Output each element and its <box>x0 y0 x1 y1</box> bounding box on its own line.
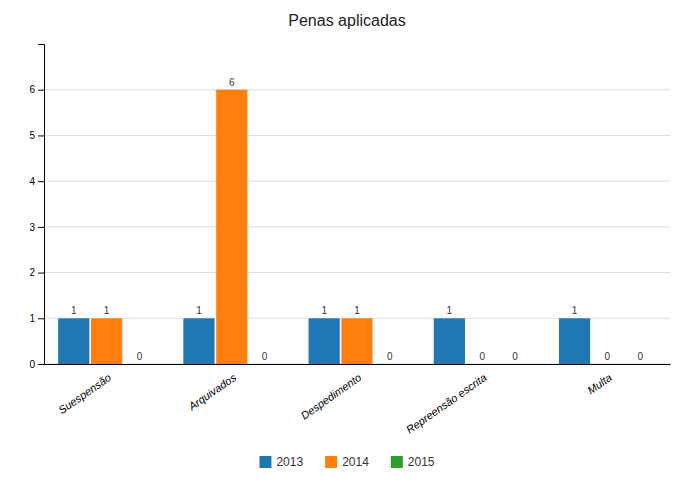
y-tick-label: 4 <box>29 176 35 187</box>
x-axis: Suespensão Arquivados Despedimento Repreens… <box>45 365 671 436</box>
bar <box>592 364 623 365</box>
data-label: 1 <box>354 305 360 316</box>
y-tick-label: 5 <box>29 130 35 141</box>
y-axis-line <box>38 45 45 365</box>
data-label: 6 <box>229 77 235 88</box>
data-label: 0 <box>479 351 485 362</box>
data-label: 1 <box>196 305 202 316</box>
bar <box>559 318 590 364</box>
y-tick-mark <box>38 90 44 91</box>
y-tick-label: 6 <box>29 84 35 95</box>
data-label: 0 <box>512 351 518 362</box>
y-tick-label: 1 <box>29 313 35 324</box>
y-tick: 5 <box>29 130 44 141</box>
data-label: 1 <box>447 305 453 316</box>
data-label: 0 <box>605 351 611 362</box>
x-tick: Multa <box>585 371 614 396</box>
x-tick: Repreensão escrita <box>404 371 489 436</box>
data-label: 1 <box>321 305 327 316</box>
grid-line <box>44 181 670 182</box>
legend: 2013 2014 2015 <box>259 455 434 469</box>
y-tick-label: 2 <box>29 267 35 278</box>
bar <box>625 364 656 365</box>
bar <box>249 364 280 365</box>
data-label: 0 <box>262 351 268 362</box>
bar <box>467 364 498 365</box>
y-tick-mark <box>38 227 44 228</box>
x-tick-label: Repreensão escrita <box>404 371 489 436</box>
x-tick: Suespensão <box>56 371 113 416</box>
grid-line <box>44 226 670 227</box>
bar <box>499 364 530 365</box>
x-tick-label: Suespensão <box>56 371 113 416</box>
legend-swatch <box>391 456 403 468</box>
bar <box>341 318 372 364</box>
y-tick-mark <box>38 181 44 182</box>
y-tick-label: 0 <box>29 359 35 370</box>
legend-item: 2014 <box>325 455 369 469</box>
grid-line <box>44 135 670 136</box>
y-tick: 3 <box>29 222 44 233</box>
x-axis-line <box>45 364 671 365</box>
data-label: 0 <box>387 351 393 362</box>
legend-swatch <box>259 456 271 468</box>
data-label: 1 <box>71 305 77 316</box>
bar <box>309 318 340 364</box>
y-tick: 1 <box>29 313 44 324</box>
legend-item: 2013 <box>259 455 303 469</box>
y-tick-mark <box>38 273 44 274</box>
chart: Penas aplicadas1111116100000000123456Sue… <box>0 0 694 484</box>
bar <box>434 318 465 364</box>
bar <box>91 318 122 364</box>
data-label: 1 <box>572 305 578 316</box>
legend-label: 2013 <box>276 455 303 469</box>
y-tick: 2 <box>29 267 44 278</box>
y-tick: 0 <box>29 359 44 370</box>
bar <box>216 90 247 364</box>
y-tick-label: 3 <box>29 222 35 233</box>
y-tick: 4 <box>29 176 44 187</box>
bars <box>58 90 590 364</box>
bar <box>183 318 214 364</box>
y-tick-mark <box>38 135 44 136</box>
legend-item: 2015 <box>391 455 435 469</box>
legend-swatch <box>325 456 337 468</box>
plot: 1111116100000000123456SuespensãoArquivad… <box>29 45 670 436</box>
y-tick-mark <box>38 318 44 319</box>
legend-label: 2015 <box>408 455 435 469</box>
grid-line <box>44 272 670 273</box>
data-labels: 111111610000000 <box>71 77 643 362</box>
bar <box>374 364 405 365</box>
x-tick-label: Arquivados <box>185 371 238 413</box>
x-tick: Despedimento <box>298 371 363 422</box>
data-label: 1 <box>104 305 110 316</box>
x-tick-label: Despedimento <box>298 371 363 422</box>
title: Penas aplicadas <box>288 12 405 29</box>
legend-label: 2014 <box>342 455 369 469</box>
data-label: 0 <box>637 351 643 362</box>
bar <box>58 318 89 364</box>
x-tick: Arquivados <box>185 371 238 413</box>
y-tick: 6 <box>29 84 44 95</box>
data-label: 0 <box>137 351 143 362</box>
grid <box>44 90 670 364</box>
y-tick-mark <box>38 364 44 365</box>
grid-line <box>44 89 670 90</box>
y-axis: 0 1 2 3 4 5 6 <box>29 45 44 370</box>
x-tick-label: Multa <box>585 371 614 396</box>
bar <box>124 364 155 365</box>
